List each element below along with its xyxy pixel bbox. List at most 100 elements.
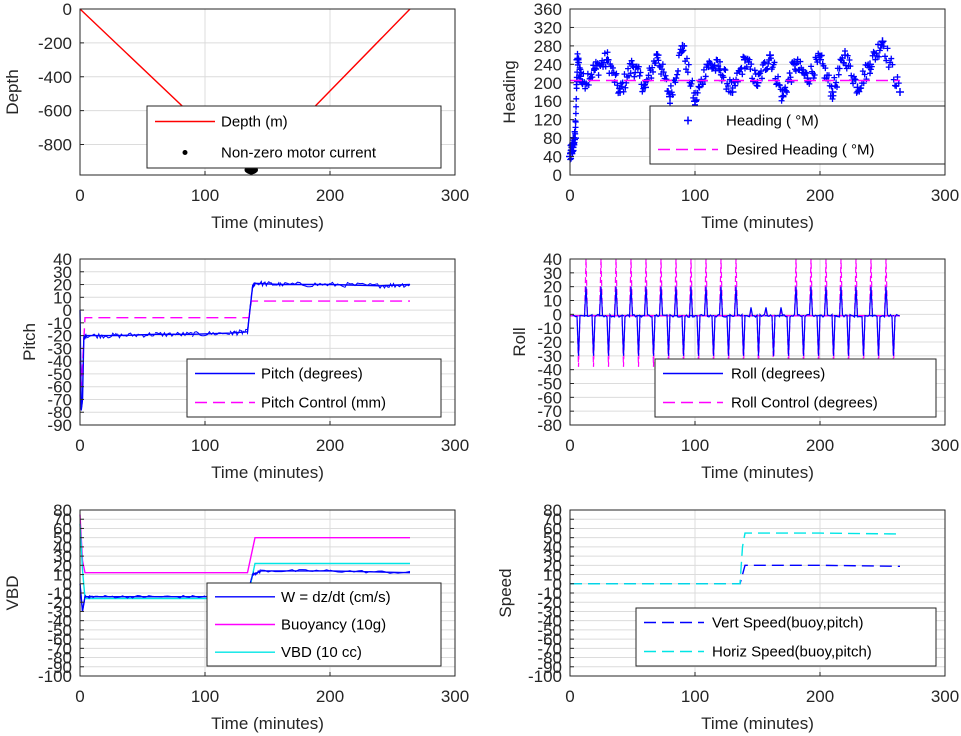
y-tick-label: -80 <box>47 403 72 422</box>
x-tick-label: 100 <box>681 687 709 706</box>
legend-marker <box>684 116 692 125</box>
y-tick-label: 40 <box>543 148 562 167</box>
y-tick-label: -40 <box>47 612 72 631</box>
y-tick-label: -10 <box>537 319 562 338</box>
legend-label: Horiz Speed(buoy,pitch) <box>712 644 872 661</box>
data-point <box>717 58 723 65</box>
data-point <box>639 88 646 95</box>
x-tick-label: 200 <box>316 687 344 706</box>
x-tick-label: 100 <box>681 436 709 455</box>
y-tick-label: 20 <box>53 556 72 575</box>
data-point <box>601 50 608 57</box>
y-tick-label: -60 <box>537 630 562 649</box>
data-point <box>570 147 577 154</box>
x-tick-label: 0 <box>75 436 84 455</box>
data-point <box>711 62 718 69</box>
data-point <box>622 84 629 91</box>
y-tick-label: 50 <box>53 529 72 548</box>
noise-line <box>279 281 331 288</box>
legend: Vert Speed(buoy,pitch) Horiz Speed(buoy,p… <box>635 607 937 667</box>
y-tick-label: 0 <box>553 575 562 594</box>
data-point <box>833 84 840 91</box>
x-tick-label: 100 <box>191 436 219 455</box>
data-point <box>732 82 739 89</box>
noise-line <box>154 331 193 338</box>
subplot-2: 0 100 200 30004080120160200240280320360Time… <box>500 0 959 232</box>
y-tick-label: -800 <box>38 136 72 155</box>
y-tick-label: 10 <box>543 566 562 585</box>
data-point <box>680 47 687 54</box>
y-tick-label: 280 <box>534 37 562 56</box>
y-tick-label: 40 <box>543 250 562 269</box>
data-point <box>582 85 589 92</box>
data-point <box>694 89 701 96</box>
data-point <box>609 64 616 71</box>
data-point <box>748 61 755 68</box>
x-tick-label: 300 <box>441 436 469 455</box>
legend-marker <box>182 150 188 155</box>
data-point <box>765 60 772 67</box>
data-point <box>761 59 768 66</box>
y-tick-label: 20 <box>543 556 562 575</box>
data-point <box>836 65 843 72</box>
x-tick-label: 100 <box>191 186 219 205</box>
axes-box <box>79 258 456 426</box>
data-point <box>614 82 621 89</box>
data-point <box>695 83 702 90</box>
legend-label: Depth (m) <box>221 114 288 131</box>
data-point <box>621 71 628 78</box>
legend: Depth (m) Non-zero motor current <box>146 105 442 169</box>
data-point <box>882 53 888 60</box>
data-point <box>872 56 879 63</box>
data-point <box>791 60 799 69</box>
data-point <box>841 51 849 60</box>
data-point <box>747 66 754 73</box>
data-point <box>893 83 900 90</box>
data-point <box>632 69 639 76</box>
data-point <box>675 67 682 74</box>
noise-line <box>329 281 381 289</box>
y-tick-label: 70 <box>543 510 562 529</box>
data-point <box>722 67 729 74</box>
data-point <box>890 76 897 83</box>
x-tick-label: 0 <box>565 687 574 706</box>
legend: W = dz/dt (cm/s) Buoyancy (10g) VBD (10 cc… <box>206 582 442 667</box>
data-point <box>883 57 890 64</box>
data-point <box>628 60 637 69</box>
x-tick-label: 200 <box>316 186 344 205</box>
y-tick-label: 50 <box>543 529 562 548</box>
data-point <box>850 73 857 80</box>
subplot-3: 0 100 200 300403020100-10-20-30-40-50-60-70… <box>20 250 469 482</box>
series-heading-m <box>566 37 904 163</box>
data-point <box>859 68 866 75</box>
data-point <box>662 72 669 79</box>
data-point <box>848 72 855 79</box>
data-point <box>880 43 887 50</box>
legend-label: Pitch Control (mm) <box>261 395 386 412</box>
data-point <box>663 76 670 83</box>
noise-line <box>85 332 118 340</box>
y-tick-label: -80 <box>537 649 562 668</box>
data-point <box>666 92 674 101</box>
data-point <box>659 61 666 68</box>
data-point <box>698 76 705 83</box>
data-point <box>800 66 807 73</box>
data-point <box>766 51 774 60</box>
data-point <box>728 88 737 96</box>
x-axis-label: Time (minutes) <box>211 463 324 482</box>
data-point <box>829 96 836 103</box>
data-point <box>660 69 667 76</box>
data-point <box>873 50 880 57</box>
y-tick-label: -600 <box>38 102 72 121</box>
data-point <box>673 75 680 82</box>
data-point <box>808 63 815 70</box>
y-tick-label: -70 <box>47 390 72 409</box>
legend: Heading ( °M) Desired Heading ( °M) <box>649 105 946 165</box>
y-tick-label: -70 <box>47 639 72 658</box>
axes-box <box>569 8 946 176</box>
x-axis-label: Time (minutes) <box>211 714 324 733</box>
data-point <box>667 100 673 107</box>
y-tick-label: -20 <box>47 593 72 612</box>
